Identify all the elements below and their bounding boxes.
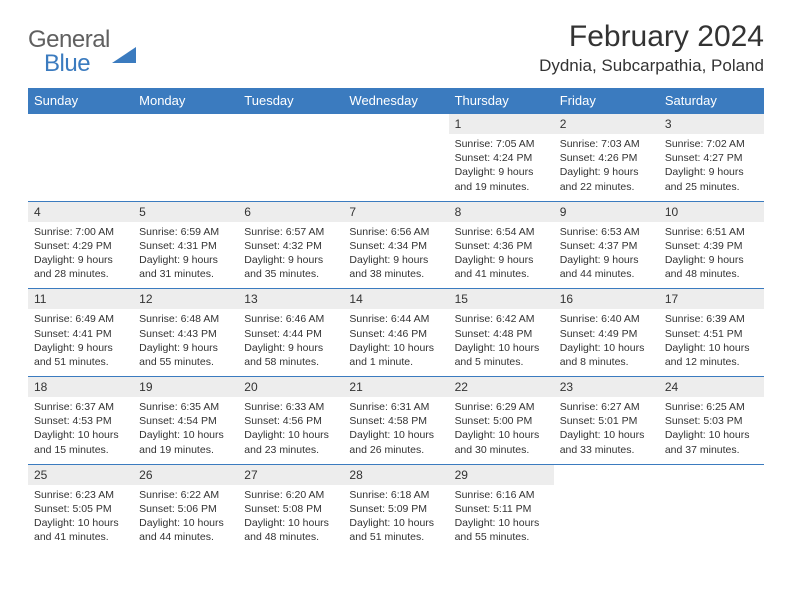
day-number: 28 — [343, 464, 448, 485]
day-of-week-row: SundayMondayTuesdayWednesdayThursdayFrid… — [28, 88, 764, 114]
day-number: 25 — [28, 464, 133, 485]
day-details: Sunrise: 6:31 AMSunset: 4:58 PMDaylight:… — [343, 397, 448, 464]
day-number: 2 — [554, 114, 659, 135]
day-number-row: 18192021222324 — [28, 377, 764, 398]
day-details: Sunrise: 7:02 AMSunset: 4:27 PMDaylight:… — [659, 134, 764, 201]
day-number: 6 — [238, 201, 343, 222]
day-details: Sunrise: 6:39 AMSunset: 4:51 PMDaylight:… — [659, 309, 764, 376]
title-block: February 2024 Dydnia, Subcarpathia, Pola… — [539, 20, 764, 76]
day-number: 18 — [28, 377, 133, 398]
day-details: Sunrise: 6:57 AMSunset: 4:32 PMDaylight:… — [238, 222, 343, 289]
day-details: Sunrise: 6:56 AMSunset: 4:34 PMDaylight:… — [343, 222, 448, 289]
day-of-week-header: Friday — [554, 88, 659, 114]
day-number: 19 — [133, 377, 238, 398]
day-details: Sunrise: 6:59 AMSunset: 4:31 PMDaylight:… — [133, 222, 238, 289]
day-of-week-header: Tuesday — [238, 88, 343, 114]
day-detail-row: Sunrise: 6:37 AMSunset: 4:53 PMDaylight:… — [28, 397, 764, 464]
day-number-row: 45678910 — [28, 201, 764, 222]
day-number: 24 — [659, 377, 764, 398]
day-number: 7 — [343, 201, 448, 222]
day-details: Sunrise: 6:25 AMSunset: 5:03 PMDaylight:… — [659, 397, 764, 464]
day-details: Sunrise: 6:29 AMSunset: 5:00 PMDaylight:… — [449, 397, 554, 464]
day-number: 26 — [133, 464, 238, 485]
day-number: 15 — [449, 289, 554, 310]
day-details: Sunrise: 6:16 AMSunset: 5:11 PMDaylight:… — [449, 485, 554, 552]
empty-cell — [554, 485, 659, 552]
logo: General Blue — [28, 26, 138, 78]
day-number: 13 — [238, 289, 343, 310]
empty-cell — [659, 464, 764, 485]
day-number: 23 — [554, 377, 659, 398]
day-of-week-header: Monday — [133, 88, 238, 114]
logo-word-blue: Blue — [44, 50, 110, 78]
day-details: Sunrise: 6:42 AMSunset: 4:48 PMDaylight:… — [449, 309, 554, 376]
day-number: 11 — [28, 289, 133, 310]
day-details: Sunrise: 6:46 AMSunset: 4:44 PMDaylight:… — [238, 309, 343, 376]
day-number: 12 — [133, 289, 238, 310]
empty-cell — [133, 134, 238, 201]
day-number: 14 — [343, 289, 448, 310]
day-details: Sunrise: 7:05 AMSunset: 4:24 PMDaylight:… — [449, 134, 554, 201]
day-number: 4 — [28, 201, 133, 222]
day-number-row: 11121314151617 — [28, 289, 764, 310]
day-of-week-header: Saturday — [659, 88, 764, 114]
location: Dydnia, Subcarpathia, Poland — [539, 56, 764, 76]
month-title: February 2024 — [539, 20, 764, 54]
day-details: Sunrise: 6:35 AMSunset: 4:54 PMDaylight:… — [133, 397, 238, 464]
day-details: Sunrise: 6:51 AMSunset: 4:39 PMDaylight:… — [659, 222, 764, 289]
day-details: Sunrise: 6:53 AMSunset: 4:37 PMDaylight:… — [554, 222, 659, 289]
day-details: Sunrise: 7:03 AMSunset: 4:26 PMDaylight:… — [554, 134, 659, 201]
day-detail-row: Sunrise: 7:05 AMSunset: 4:24 PMDaylight:… — [28, 134, 764, 201]
day-details: Sunrise: 6:37 AMSunset: 4:53 PMDaylight:… — [28, 397, 133, 464]
logo-triangle-icon — [112, 45, 138, 65]
empty-cell — [238, 134, 343, 201]
day-number: 9 — [554, 201, 659, 222]
day-number: 17 — [659, 289, 764, 310]
day-number-row: 123 — [28, 114, 764, 135]
empty-cell — [238, 114, 343, 135]
empty-cell — [28, 134, 133, 201]
day-details: Sunrise: 6:54 AMSunset: 4:36 PMDaylight:… — [449, 222, 554, 289]
day-detail-row: Sunrise: 6:23 AMSunset: 5:05 PMDaylight:… — [28, 485, 764, 552]
empty-cell — [343, 114, 448, 135]
day-number: 10 — [659, 201, 764, 222]
empty-cell — [343, 134, 448, 201]
day-number: 20 — [238, 377, 343, 398]
day-of-week-header: Sunday — [28, 88, 133, 114]
empty-cell — [133, 114, 238, 135]
day-details: Sunrise: 6:44 AMSunset: 4:46 PMDaylight:… — [343, 309, 448, 376]
day-details: Sunrise: 6:20 AMSunset: 5:08 PMDaylight:… — [238, 485, 343, 552]
day-details: Sunrise: 6:27 AMSunset: 5:01 PMDaylight:… — [554, 397, 659, 464]
day-details: Sunrise: 6:23 AMSunset: 5:05 PMDaylight:… — [28, 485, 133, 552]
day-of-week-header: Wednesday — [343, 88, 448, 114]
day-of-week-header: Thursday — [449, 88, 554, 114]
day-details: Sunrise: 6:22 AMSunset: 5:06 PMDaylight:… — [133, 485, 238, 552]
day-details: Sunrise: 6:18 AMSunset: 5:09 PMDaylight:… — [343, 485, 448, 552]
header: General Blue February 2024 Dydnia, Subca… — [28, 20, 764, 78]
empty-cell — [659, 485, 764, 552]
day-details: Sunrise: 7:00 AMSunset: 4:29 PMDaylight:… — [28, 222, 133, 289]
day-number: 29 — [449, 464, 554, 485]
day-number: 16 — [554, 289, 659, 310]
day-number-row: 2526272829 — [28, 464, 764, 485]
calendar-table: SundayMondayTuesdayWednesdayThursdayFrid… — [28, 88, 764, 551]
day-number: 3 — [659, 114, 764, 135]
day-detail-row: Sunrise: 7:00 AMSunset: 4:29 PMDaylight:… — [28, 222, 764, 289]
day-number: 5 — [133, 201, 238, 222]
day-details: Sunrise: 6:40 AMSunset: 4:49 PMDaylight:… — [554, 309, 659, 376]
day-number: 1 — [449, 114, 554, 135]
day-number: 22 — [449, 377, 554, 398]
empty-cell — [554, 464, 659, 485]
day-number: 21 — [343, 377, 448, 398]
day-details: Sunrise: 6:49 AMSunset: 4:41 PMDaylight:… — [28, 309, 133, 376]
day-detail-row: Sunrise: 6:49 AMSunset: 4:41 PMDaylight:… — [28, 309, 764, 376]
day-details: Sunrise: 6:33 AMSunset: 4:56 PMDaylight:… — [238, 397, 343, 464]
day-details: Sunrise: 6:48 AMSunset: 4:43 PMDaylight:… — [133, 309, 238, 376]
empty-cell — [28, 114, 133, 135]
day-number: 8 — [449, 201, 554, 222]
day-number: 27 — [238, 464, 343, 485]
